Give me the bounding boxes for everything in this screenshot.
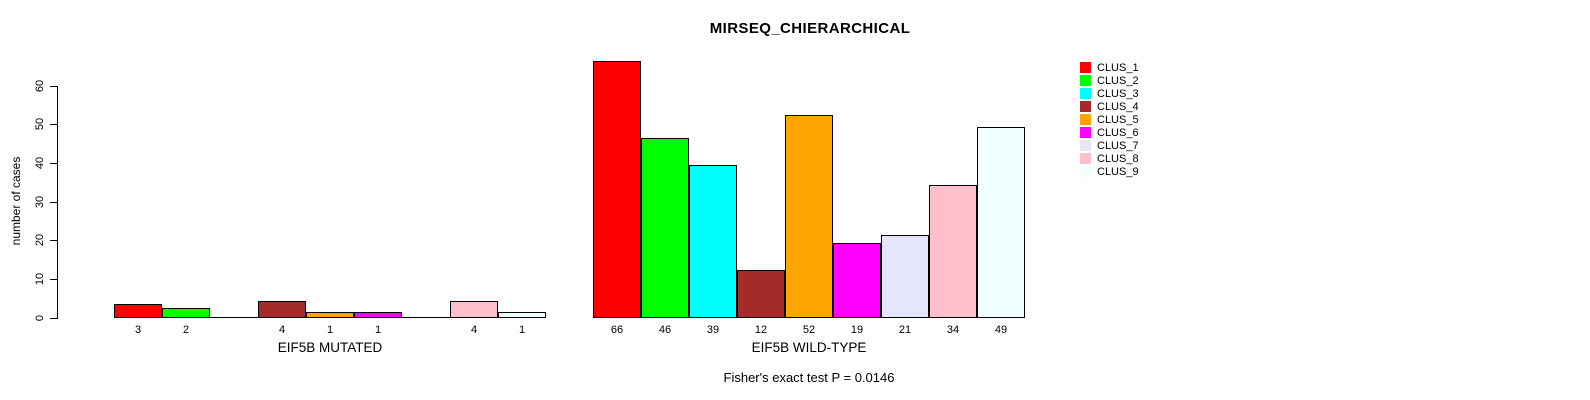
y-axis-tick-label: 40 xyxy=(34,156,46,169)
chart-title: MIRSEQ_CHIERARCHICAL xyxy=(709,20,911,37)
legend-item-clus_2: CLUS_2 xyxy=(1080,74,1139,87)
y-axis-tick xyxy=(50,317,57,319)
legend-swatch-clus_4 xyxy=(1080,101,1091,112)
legend-label: CLUS_1 xyxy=(1097,61,1139,74)
y-axis-tick-label: 50 xyxy=(34,118,46,131)
bar-value-label: 1 xyxy=(518,324,526,336)
legend-swatch-clus_7 xyxy=(1080,140,1091,151)
bar-clus_5-mutated xyxy=(306,312,354,318)
y-axis-line xyxy=(57,85,58,319)
legend-item-clus_3: CLUS_3 xyxy=(1080,87,1139,100)
y-axis-tick xyxy=(50,85,57,87)
bar-group-mutated xyxy=(114,301,546,318)
legend-label: CLUS_4 xyxy=(1097,100,1139,113)
fisher-test-annotation: Fisher's exact test P = 0.0146 xyxy=(723,370,895,385)
bar-value-label: 12 xyxy=(754,324,768,336)
bar-value-label: 34 xyxy=(946,324,960,336)
y-axis-tick xyxy=(50,278,57,280)
x-axis-label-wildtype: EIF5B WILD-TYPE xyxy=(751,340,867,355)
bar-value-label: 66 xyxy=(610,324,624,336)
x-axis-label-mutated: EIF5B MUTATED xyxy=(277,340,383,355)
y-axis-tick-label: 0 xyxy=(34,314,46,321)
bar-value-label: 3 xyxy=(134,324,142,336)
y-axis-tick xyxy=(50,240,57,242)
y-axis-tick-label: 20 xyxy=(34,234,46,247)
bar-clus_2-wildtype xyxy=(641,138,689,318)
legend-label: CLUS_2 xyxy=(1097,74,1139,87)
bar-clus_1-wildtype xyxy=(593,61,641,318)
bar-clus_3-mutated xyxy=(210,317,258,318)
legend-item-clus_6: CLUS_6 xyxy=(1080,126,1139,139)
y-axis-tick xyxy=(50,162,57,164)
bar-clus_7-wildtype xyxy=(881,235,929,318)
legend-label: CLUS_8 xyxy=(1097,152,1139,165)
legend-item-clus_8: CLUS_8 xyxy=(1080,152,1139,165)
bar-value-label: 46 xyxy=(658,324,672,336)
bar-value-label: 2 xyxy=(182,324,190,336)
bar-group-wildtype xyxy=(593,61,1025,318)
legend-swatch-clus_1 xyxy=(1080,62,1091,73)
legend-label: CLUS_9 xyxy=(1097,165,1139,178)
bar-clus_8-mutated xyxy=(450,301,498,318)
bar-value-label: 1 xyxy=(374,324,382,336)
legend-label: CLUS_6 xyxy=(1097,126,1139,139)
legend-label: CLUS_7 xyxy=(1097,139,1139,152)
y-axis-tick-label: 30 xyxy=(34,195,46,208)
bar-value-label: 52 xyxy=(802,324,816,336)
bar-clus_7-mutated xyxy=(402,317,450,318)
bar-value-label: 39 xyxy=(706,324,720,336)
y-axis-tick-label: 10 xyxy=(34,272,46,285)
legend-swatch-clus_9 xyxy=(1080,166,1091,177)
bar-value-label: 1 xyxy=(326,324,334,336)
bar-clus_6-mutated xyxy=(354,312,402,318)
y-axis-tick xyxy=(50,201,57,203)
bar-clus_3-wildtype xyxy=(689,165,737,318)
bar-clus_4-mutated xyxy=(258,301,306,318)
y-axis-tick-label: 60 xyxy=(34,79,46,92)
legend-swatch-clus_5 xyxy=(1080,114,1091,125)
bar-clus_6-wildtype xyxy=(833,243,881,318)
legend-swatch-clus_3 xyxy=(1080,88,1091,99)
bar-value-label: 21 xyxy=(898,324,912,336)
legend-label: CLUS_3 xyxy=(1097,87,1139,100)
bar-clus_8-wildtype xyxy=(929,185,977,318)
chart-legend: CLUS_1 CLUS_2 CLUS_3 CLUS_4 CLUS_5 CLUS_6 CLUS… xyxy=(1080,61,1139,178)
bar-clus_4-wildtype xyxy=(737,270,785,318)
legend-swatch-clus_2 xyxy=(1080,75,1091,86)
bar-clus_9-wildtype xyxy=(977,127,1025,318)
bar-value-label: 19 xyxy=(850,324,864,336)
bar-clus_2-mutated xyxy=(162,308,210,318)
legend-swatch-clus_8 xyxy=(1080,153,1091,164)
bar-clus_1-mutated xyxy=(114,304,162,318)
bar-value-label: 4 xyxy=(278,324,286,336)
legend-item-clus_5: CLUS_5 xyxy=(1080,113,1139,126)
bar-value-label: 49 xyxy=(994,324,1008,336)
legend-item-clus_9: CLUS_9 xyxy=(1080,165,1139,178)
y-axis-tick xyxy=(50,124,57,126)
y-axis-title: number of cases xyxy=(9,156,23,246)
legend-label: CLUS_5 xyxy=(1097,113,1139,126)
legend-item-clus_4: CLUS_4 xyxy=(1080,100,1139,113)
bar-value-label: 4 xyxy=(470,324,478,336)
legend-item-clus_7: CLUS_7 xyxy=(1080,139,1139,152)
legend-item-clus_1: CLUS_1 xyxy=(1080,61,1139,74)
bar-clus_9-mutated xyxy=(498,312,546,318)
legend-swatch-clus_6 xyxy=(1080,127,1091,138)
bar-clus_5-wildtype xyxy=(785,115,833,318)
